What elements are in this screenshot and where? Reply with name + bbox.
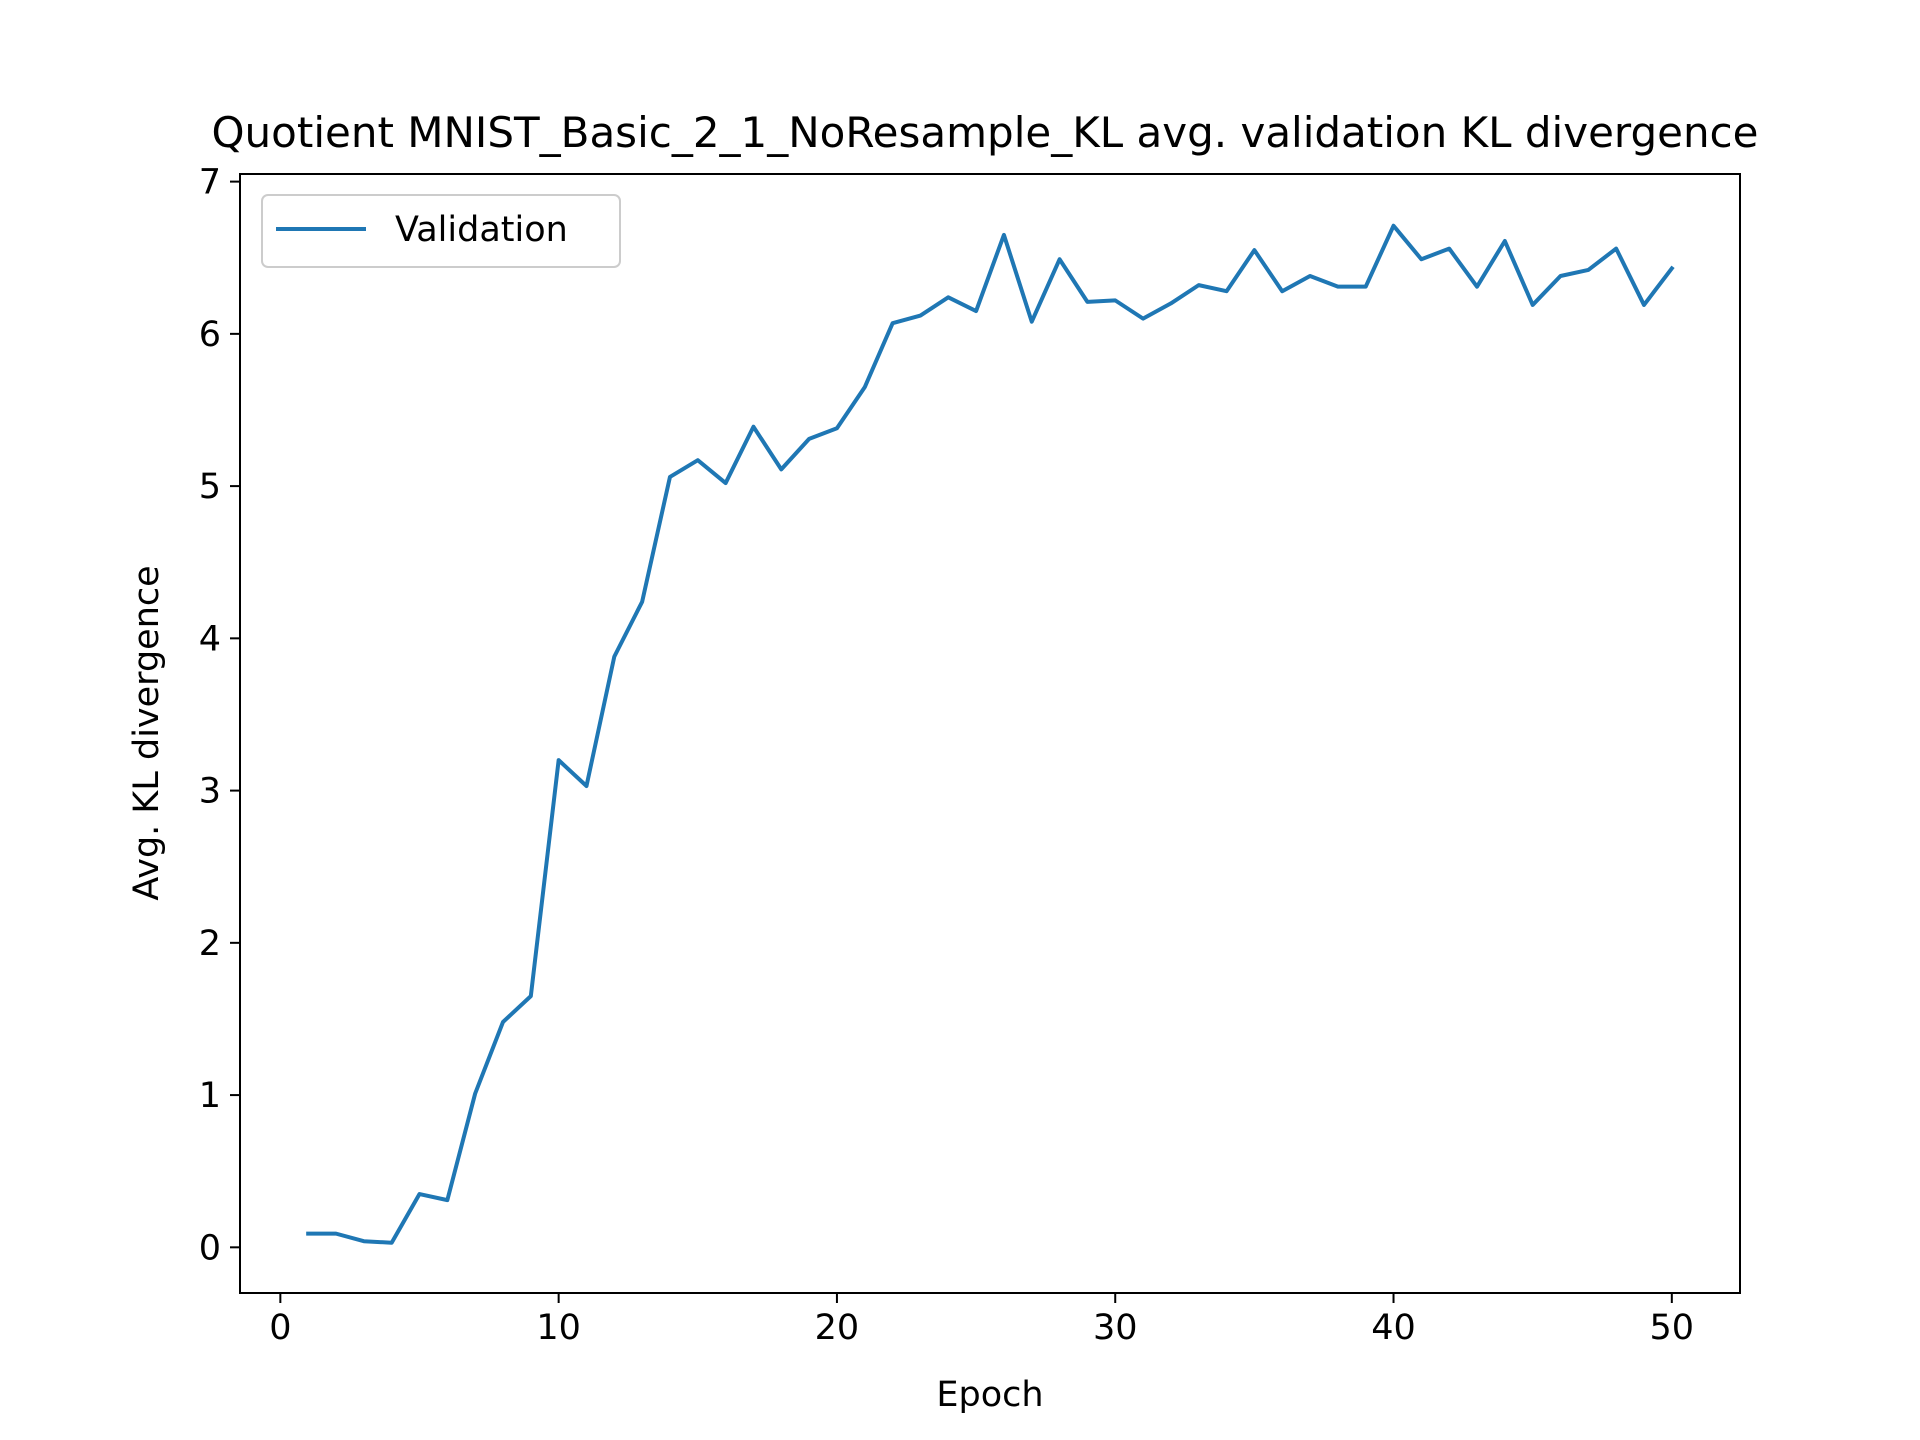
y-tick-label-1: 1 — [199, 1076, 221, 1116]
legend: Validation — [261, 194, 621, 268]
y-tick-label-5: 5 — [199, 467, 221, 507]
y-tick-label-6: 6 — [199, 315, 221, 355]
y-axis: 0 1 2 3 4 5 6 7 — [199, 163, 240, 1268]
chart-title: Quotient MNIST_Basic_2_1_NoResample_KL a… — [211, 108, 1758, 157]
series-line-0 — [306, 223, 1675, 1245]
x-tick-label-40: 40 — [1371, 1308, 1416, 1348]
x-tick-label-30: 30 — [1093, 1308, 1138, 1348]
y-tick-label-7: 7 — [199, 163, 221, 203]
legend-label-validation: Validation — [395, 210, 568, 250]
x-axis-label: Epoch — [936, 1375, 1043, 1415]
y-tick-label-4: 4 — [199, 619, 221, 659]
plot-area — [306, 223, 1675, 1245]
x-axis: 0 10 20 30 40 50 — [269, 1293, 1694, 1348]
x-tick-label-10: 10 — [536, 1308, 581, 1348]
y-axis-label: Avg. KL divergence — [127, 565, 167, 900]
y-tick-label-0: 0 — [199, 1228, 221, 1268]
axes-frame — [239, 173, 1741, 1294]
x-tick-label-50: 50 — [1650, 1308, 1695, 1348]
x-tick-label-20: 20 — [815, 1308, 860, 1348]
x-tick-label-0: 0 — [269, 1308, 291, 1348]
y-tick-label-3: 3 — [199, 772, 221, 812]
y-tick-label-2: 2 — [199, 924, 221, 964]
legend-box — [261, 194, 621, 268]
